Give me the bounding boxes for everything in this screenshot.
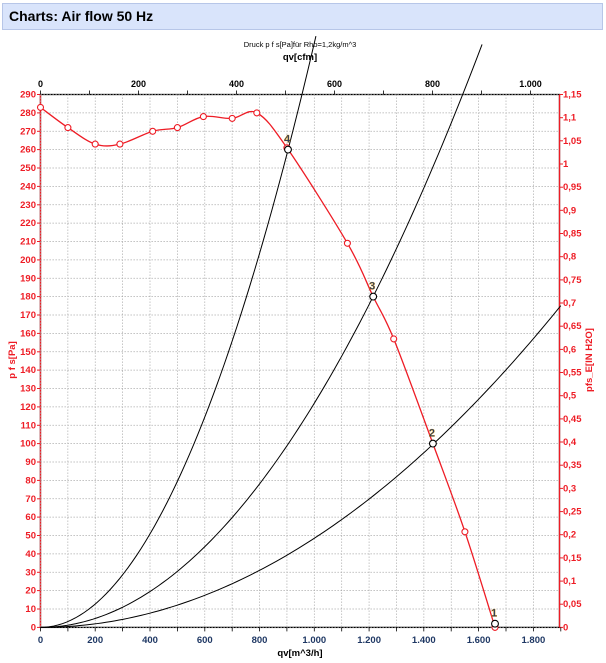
svg-text:1.000: 1.000 (519, 79, 542, 89)
svg-text:0,2: 0,2 (563, 530, 576, 541)
svg-text:1,15: 1,15 (563, 90, 582, 101)
svg-text:170: 170 (20, 310, 36, 321)
svg-text:250: 250 (20, 163, 36, 174)
svg-text:0,25: 0,25 (563, 507, 582, 518)
svg-text:0: 0 (38, 635, 43, 646)
svg-text:100: 100 (20, 439, 36, 450)
svg-text:140: 140 (20, 365, 36, 376)
svg-text:0,45: 0,45 (563, 414, 582, 425)
svg-text:1: 1 (563, 159, 569, 170)
svg-text:60: 60 (25, 512, 36, 523)
svg-text:1,1: 1,1 (563, 113, 577, 124)
svg-text:90: 90 (25, 457, 36, 468)
svg-text:20: 20 (25, 586, 36, 597)
svg-text:80: 80 (25, 475, 36, 486)
svg-text:0,1: 0,1 (563, 576, 577, 587)
svg-text:1,05: 1,05 (563, 136, 582, 147)
svg-text:0,55: 0,55 (563, 368, 582, 379)
svg-text:280: 280 (20, 108, 36, 119)
svg-text:200: 200 (20, 255, 36, 266)
svg-text:4: 4 (284, 134, 291, 146)
svg-text:190: 190 (20, 273, 36, 284)
svg-text:130: 130 (20, 384, 36, 395)
svg-text:0: 0 (31, 622, 36, 633)
svg-text:0,15: 0,15 (563, 553, 582, 564)
svg-text:600: 600 (327, 79, 342, 89)
svg-text:800: 800 (252, 635, 268, 646)
svg-text:600: 600 (197, 635, 213, 646)
svg-text:260: 260 (20, 145, 36, 156)
svg-text:0,5: 0,5 (563, 391, 577, 402)
svg-text:1.200: 1.200 (357, 635, 381, 646)
svg-text:10: 10 (25, 604, 36, 615)
svg-text:2: 2 (429, 428, 435, 440)
svg-text:120: 120 (20, 402, 36, 413)
svg-text:pfs_E[IN H2O]: pfs_E[IN H2O] (584, 328, 595, 392)
svg-text:30: 30 (25, 567, 36, 578)
svg-text:3: 3 (369, 281, 375, 293)
svg-text:0,95: 0,95 (563, 182, 582, 193)
svg-text:150: 150 (20, 347, 36, 358)
svg-text:160: 160 (20, 328, 36, 339)
svg-text:290: 290 (20, 90, 36, 101)
svg-text:400: 400 (229, 79, 244, 89)
svg-text:qv[m^3/h]: qv[m^3/h] (277, 648, 322, 659)
svg-text:210: 210 (20, 237, 36, 248)
svg-text:0: 0 (38, 79, 43, 89)
svg-text:0,8: 0,8 (563, 252, 576, 263)
svg-text:200: 200 (87, 635, 103, 646)
svg-text:230: 230 (20, 200, 36, 211)
svg-text:240: 240 (20, 181, 36, 192)
svg-text:1.600: 1.600 (467, 635, 491, 646)
svg-text:200: 200 (131, 79, 146, 89)
svg-text:70: 70 (25, 494, 36, 505)
svg-text:0,9: 0,9 (563, 205, 576, 216)
svg-text:0,7: 0,7 (563, 298, 576, 309)
svg-text:1.400: 1.400 (412, 635, 436, 646)
svg-text:50: 50 (25, 531, 36, 542)
svg-text:0,6: 0,6 (563, 344, 576, 355)
svg-text:0,85: 0,85 (563, 229, 582, 240)
svg-text:800: 800 (425, 79, 440, 89)
svg-text:270: 270 (20, 126, 36, 137)
svg-text:220: 220 (20, 218, 36, 229)
svg-text:0,05: 0,05 (563, 599, 582, 610)
svg-text:p f s[Pa]: p f s[Pa] (7, 341, 18, 378)
svg-text:Druck p f s[Pa]für Rho=1,2kg/m: Druck p f s[Pa]für Rho=1,2kg/m^3 (244, 40, 357, 49)
svg-text:1.000: 1.000 (302, 635, 326, 646)
svg-text:110: 110 (21, 420, 36, 431)
svg-text:40: 40 (25, 549, 36, 560)
svg-text:1: 1 (491, 608, 497, 620)
svg-text:0,75: 0,75 (563, 275, 582, 286)
svg-text:0,35: 0,35 (563, 460, 582, 471)
svg-text:0,65: 0,65 (563, 321, 582, 332)
svg-text:qv[cfm]: qv[cfm] (283, 52, 317, 63)
svg-text:0,4: 0,4 (563, 437, 577, 448)
svg-text:400: 400 (142, 635, 158, 646)
svg-text:0,3: 0,3 (563, 483, 576, 494)
svg-text:180: 180 (20, 292, 36, 303)
svg-text:1.800: 1.800 (522, 635, 546, 646)
svg-text:0: 0 (563, 622, 568, 633)
